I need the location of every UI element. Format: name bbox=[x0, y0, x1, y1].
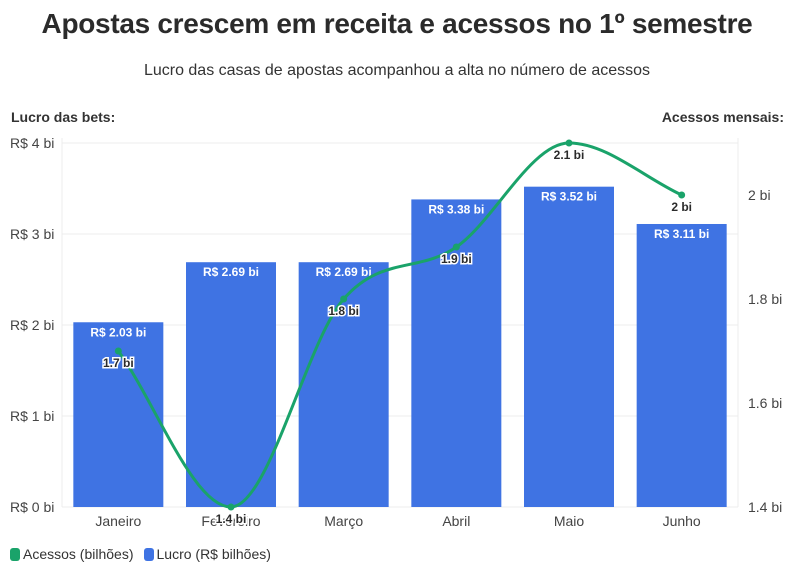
y-tick-right: 2 bi bbox=[748, 187, 771, 203]
legend-label-lucro: Lucro (R$ bilhões) bbox=[156, 546, 271, 562]
bar bbox=[186, 262, 276, 507]
legend-swatch-lucro bbox=[143, 547, 154, 561]
x-tick: Janeiro bbox=[95, 513, 141, 529]
line-value-label: 1.8 bi bbox=[328, 304, 359, 318]
line-value-label: 1.7 bi bbox=[103, 356, 134, 370]
legend-item-lucro[interactable]: Lucro (R$ bilhões) bbox=[143, 546, 271, 562]
x-tick: Maio bbox=[554, 513, 585, 529]
line-value-label: 2.1 bi bbox=[554, 148, 585, 162]
chart-title: Apostas crescem em receita e acessos no … bbox=[41, 8, 753, 39]
line-point bbox=[114, 347, 122, 355]
line-point bbox=[340, 295, 348, 303]
bar-value-label: R$ 3.11 bi bbox=[654, 227, 709, 241]
x-tick: Junho bbox=[663, 513, 701, 529]
y-tick-right: 1.6 bi bbox=[748, 395, 782, 411]
bar-value-label: R$ 3.52 bi bbox=[541, 190, 597, 204]
bar-value-label: R$ 3.38 bi bbox=[428, 202, 484, 216]
bar bbox=[636, 223, 727, 508]
line-point bbox=[678, 191, 686, 199]
legend-swatch-acessos bbox=[10, 547, 20, 561]
chart-subtitle: Lucro das casas de apostas acompanhou a … bbox=[143, 62, 651, 79]
line-value-label: 1.4 bi bbox=[216, 512, 247, 526]
legend-label-acessos: Acessos (bilhões) bbox=[23, 546, 134, 562]
line-point bbox=[565, 139, 573, 147]
bar-value-label: R$ 2.69 bi bbox=[316, 265, 372, 279]
right-axis-label: Acessos mensais: bbox=[661, 109, 784, 125]
y-tick-left: R$ 4 bi bbox=[10, 135, 54, 151]
bar bbox=[298, 262, 389, 507]
y-tick-right: 1.8 bi bbox=[748, 291, 782, 307]
x-tick: Março bbox=[324, 513, 363, 529]
chart-legend: Acessos (bilhões) Lucro (R$ bilhões) bbox=[10, 546, 271, 562]
x-tick: Abril bbox=[442, 513, 470, 529]
x-tick: Fevereiro bbox=[201, 513, 260, 529]
bar-value-label: R$ 2.69 bi bbox=[203, 265, 259, 279]
bar bbox=[411, 199, 502, 508]
y-tick-left: R$ 1 bi bbox=[10, 408, 54, 424]
left-axis-label: Lucro das bets: bbox=[11, 109, 116, 125]
y-tick-left: R$ 3 bi bbox=[10, 226, 54, 242]
bar bbox=[524, 186, 614, 507]
y-tick-left: R$ 2 bi bbox=[10, 317, 54, 333]
line-value-label: 1.9 bi bbox=[441, 252, 472, 266]
y-tick-right: 1.4 bi bbox=[748, 499, 782, 515]
y-tick-left: R$ 0 bi bbox=[10, 499, 54, 515]
legend-item-acessos[interactable]: Acessos (bilhões) bbox=[10, 546, 134, 562]
line-point bbox=[227, 503, 235, 511]
line-point bbox=[452, 243, 460, 251]
line-value-label: 2 bi bbox=[671, 200, 692, 214]
bar-value-label: R$ 2.03 bi bbox=[90, 325, 146, 339]
